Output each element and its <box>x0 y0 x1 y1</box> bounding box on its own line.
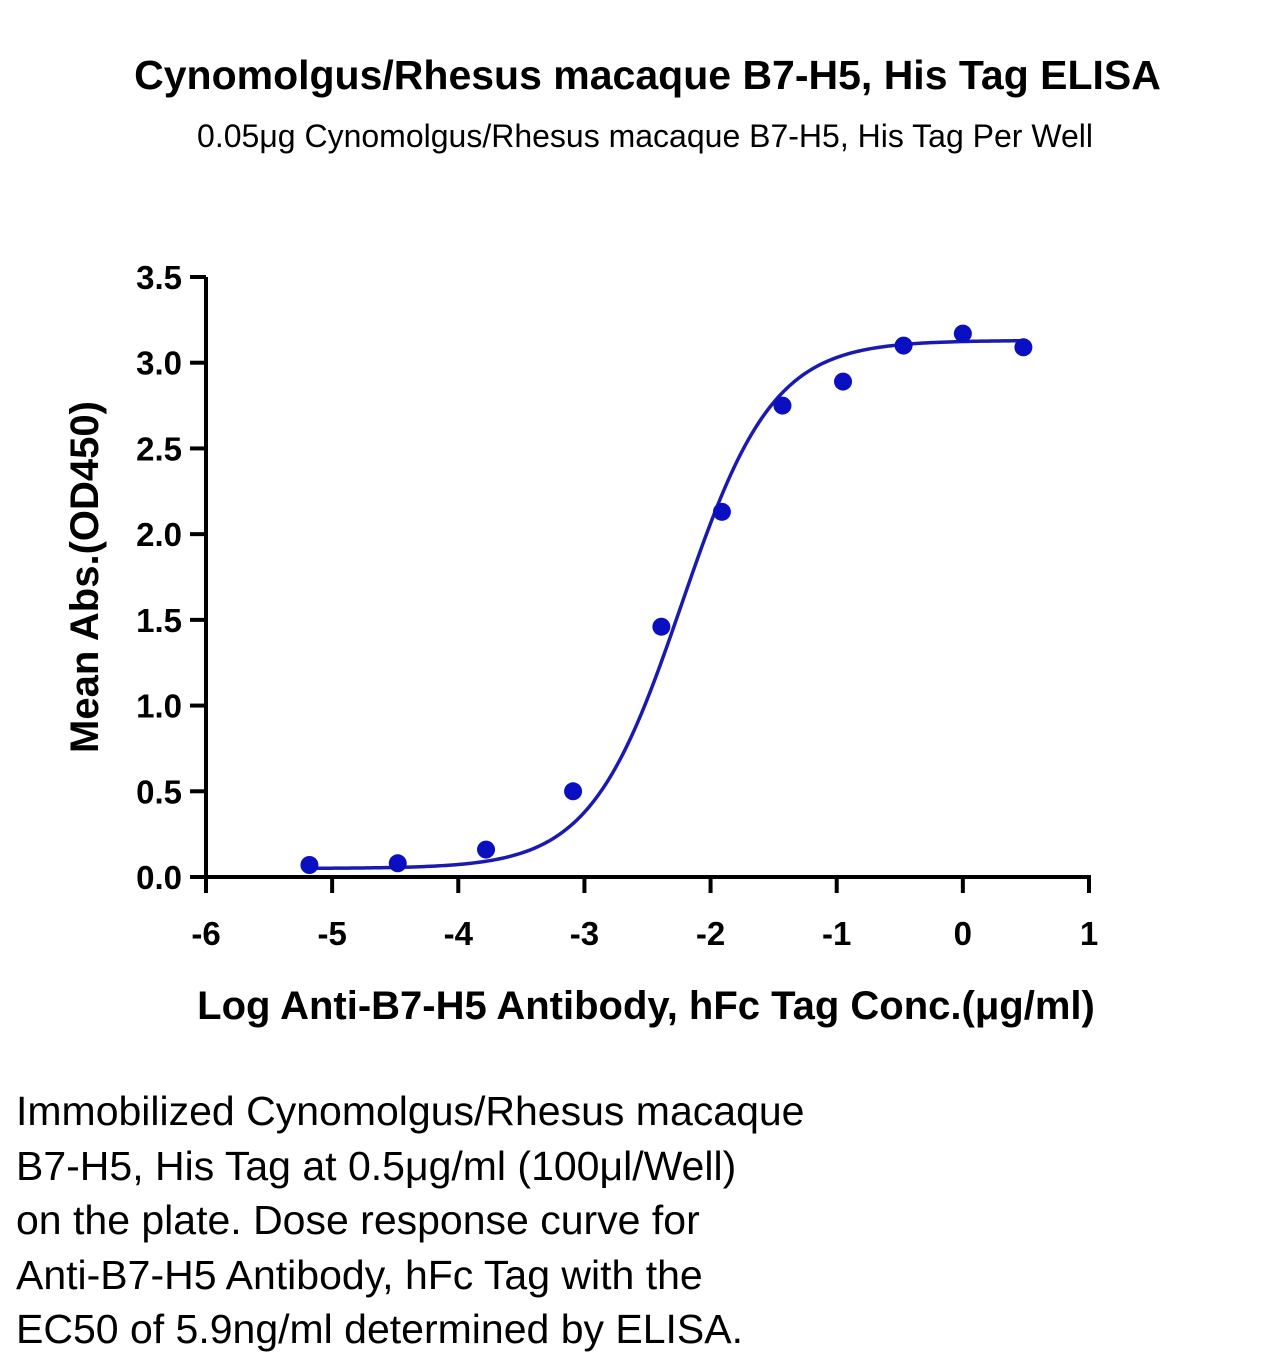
data-points-group <box>300 324 1033 874</box>
caption-line-5: EC50 of 5.9ng/ml determined by ELISA. <box>16 1306 744 1352</box>
fit-curve <box>309 338 1024 871</box>
fit-curve-group <box>309 338 1024 871</box>
chart-subtitle: 0.05μg Cynomolgus/Rhesus macaque B7-H5, … <box>197 118 1093 154</box>
data-point <box>953 324 972 343</box>
y-tick-label: 2.5 <box>136 430 182 467</box>
data-point <box>564 782 583 801</box>
data-point <box>1014 338 1033 357</box>
data-point <box>300 856 319 874</box>
data-point <box>894 336 913 355</box>
data-point <box>388 854 407 873</box>
figure-caption: Immobilized Cynomolgus/Rhesus macaque B7… <box>16 1084 1256 1357</box>
axes: 0.0 0.5 1.0 1.5 2.0 2.5 3.0 3.5 -6 -5 -4 -3 -2 -1 0 1 <box>136 259 1098 952</box>
caption-line-2: B7-H5, His Tag at 0.5μg/ml (100μl/Well) <box>16 1142 737 1189</box>
x-tick-label: 0 <box>954 915 972 952</box>
data-point <box>712 502 731 521</box>
data-point <box>652 617 671 636</box>
data-point <box>834 372 853 391</box>
y-tick-label: 3.5 <box>136 259 182 296</box>
data-point <box>477 840 496 859</box>
y-tick-label: 0.0 <box>136 859 182 896</box>
elisa-chart: 0.0 0.5 1.0 1.5 2.0 2.5 3.0 3.5 -6 -5 -4 -3 -2 -1 0 1 M… <box>63 259 1098 1028</box>
y-tick-label: 1.0 <box>136 688 182 725</box>
y-tick-label: 0.5 <box>136 773 182 810</box>
x-tick-label: -1 <box>822 915 851 952</box>
x-tick-label: -3 <box>570 915 599 952</box>
x-tick-label: 1 <box>1080 915 1098 952</box>
caption-line-1: Immobilized Cynomolgus/Rhesus macaque <box>16 1088 805 1134</box>
x-tick-label: -2 <box>696 915 725 952</box>
x-tick-label: -6 <box>191 915 220 952</box>
y-tick-label: 3.0 <box>136 345 182 382</box>
chart-title: Cynomolgus/Rhesus macaque B7-H5, His Tag… <box>134 52 1161 98</box>
x-tick-label: -4 <box>444 915 474 952</box>
y-tick-label: 1.5 <box>136 602 182 639</box>
caption-line-4: Anti-B7-H5 Antibody, hFc Tag with the <box>16 1251 703 1298</box>
x-axis-title: Log Anti-B7-H5 Antibody, hFc Tag Conc.(μ… <box>197 984 1095 1028</box>
caption-line-3: on the plate. Dose response curve for <box>16 1197 700 1243</box>
y-tick-label: 2.0 <box>136 516 182 553</box>
x-tick-label: -5 <box>317 915 346 952</box>
y-axis-title: Mean Abs.(OD450) <box>63 401 107 753</box>
data-point <box>773 396 792 415</box>
